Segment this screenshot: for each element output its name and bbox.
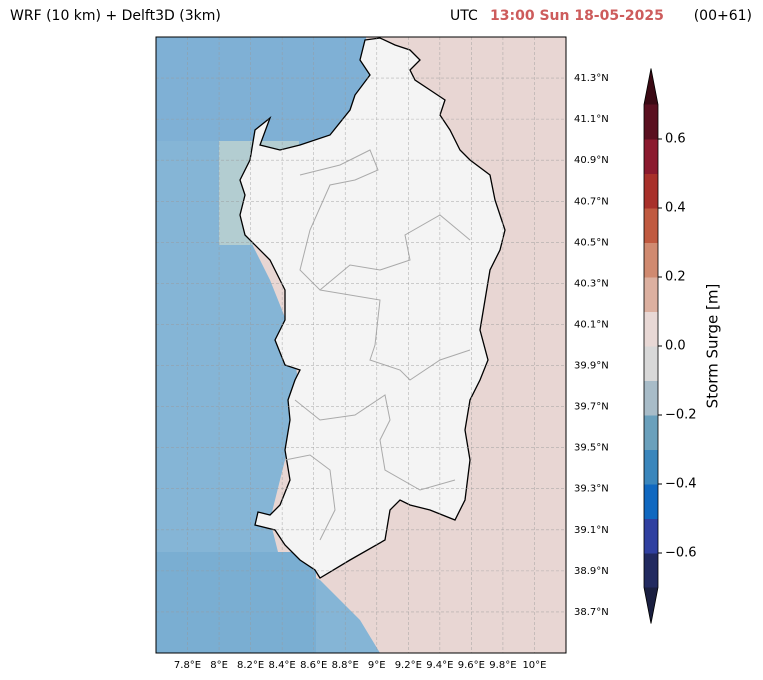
colorbar-tick-label: −0.2 [665,408,697,423]
colorbar-segment [644,104,658,140]
colorbar-tick-label: −0.4 [665,477,697,492]
colorbar-extend-over [644,68,658,105]
map-frame [155,36,567,654]
colorbar-segment [644,518,658,554]
colorbar-tick-label: 0.2 [665,270,686,285]
colorbar-segment [644,139,658,174]
lat-label: 38.9°N [574,566,609,577]
colorbar-segment [644,449,658,485]
valid-time: 13:00 Sun 18-05-2025 [490,8,664,24]
lon-label: 9.2°E [395,660,422,671]
lon-label: 9.6°E [458,660,485,671]
colorbar-label: Storm Surge [m] [704,284,722,409]
lat-label: 40.7°N [574,196,609,207]
colorbar-segment [644,484,658,519]
colorbar-tick-label: 0.0 [665,339,686,354]
lon-label: 8.4°E [269,660,296,671]
lat-label: 40.9°N [574,155,609,166]
lat-label: 40.5°N [574,237,609,248]
surge-field-west [156,37,380,653]
colorbar-segment [644,415,658,450]
lon-label: 9°E [368,660,386,671]
lon-label: 10°E [522,660,546,671]
title: WRF (10 km) + Delft3D (3km) [10,8,221,24]
colorbar-segment [644,553,658,588]
colorbar-segment [644,208,658,243]
colorbar-segment [644,311,658,347]
colorbar-tick-label: 0.4 [665,201,686,216]
lon-label: 8.2°E [237,660,264,671]
lead-time: (00+61) [694,8,752,24]
colorbar: −0.6 −0.4 −0.2 0.0 0.2 0.4 0.6 Storm Surge [m] [643,68,722,624]
lat-label: 39.1°N [574,525,609,536]
colorbar-segment [644,173,658,209]
lat-label: 40.1°N [574,319,609,330]
surge-field-cell [156,552,316,653]
lat-label: 39.7°N [574,402,609,413]
region-border [299,149,471,291]
colorbar-segment [644,380,658,416]
lat-label: 41.1°N [574,114,609,125]
surge-field-cell [156,37,366,141]
colorbar-tick-label: −0.6 [665,546,697,561]
region-border [319,289,471,381]
lat-label: 39.3°N [574,484,609,495]
colorbar-segment [644,346,658,381]
colorbar-segment [644,242,658,278]
map [156,37,566,653]
lon-label: 9.4°E [426,660,453,671]
graticule: 7.8°E 8°E 8.2°E 8.4°E 8.6°E 8.8°E 9°E 9.2°E 9.4°… [156,37,609,671]
colorbar-outline [643,68,659,624]
colorbar-tick-label: 0.6 [665,132,686,147]
lat-label: 39.5°N [574,443,609,454]
lat-label: 41.3°N [574,73,609,84]
lon-label: 8.8°E [332,660,359,671]
lon-label: 9.8°E [489,660,516,671]
lat-label: 40.3°N [574,278,609,289]
time-zone: UTC [450,8,478,24]
lat-label: 39.9°N [574,361,609,372]
colorbar-extend-under [644,587,658,624]
lat-label: 38.7°N [574,607,609,618]
lon-label: 8.6°E [300,660,327,671]
colorbar-segment [644,277,658,312]
lon-label: 8°E [210,660,228,671]
lon-label: 7.8°E [174,660,201,671]
region-border [284,454,336,541]
